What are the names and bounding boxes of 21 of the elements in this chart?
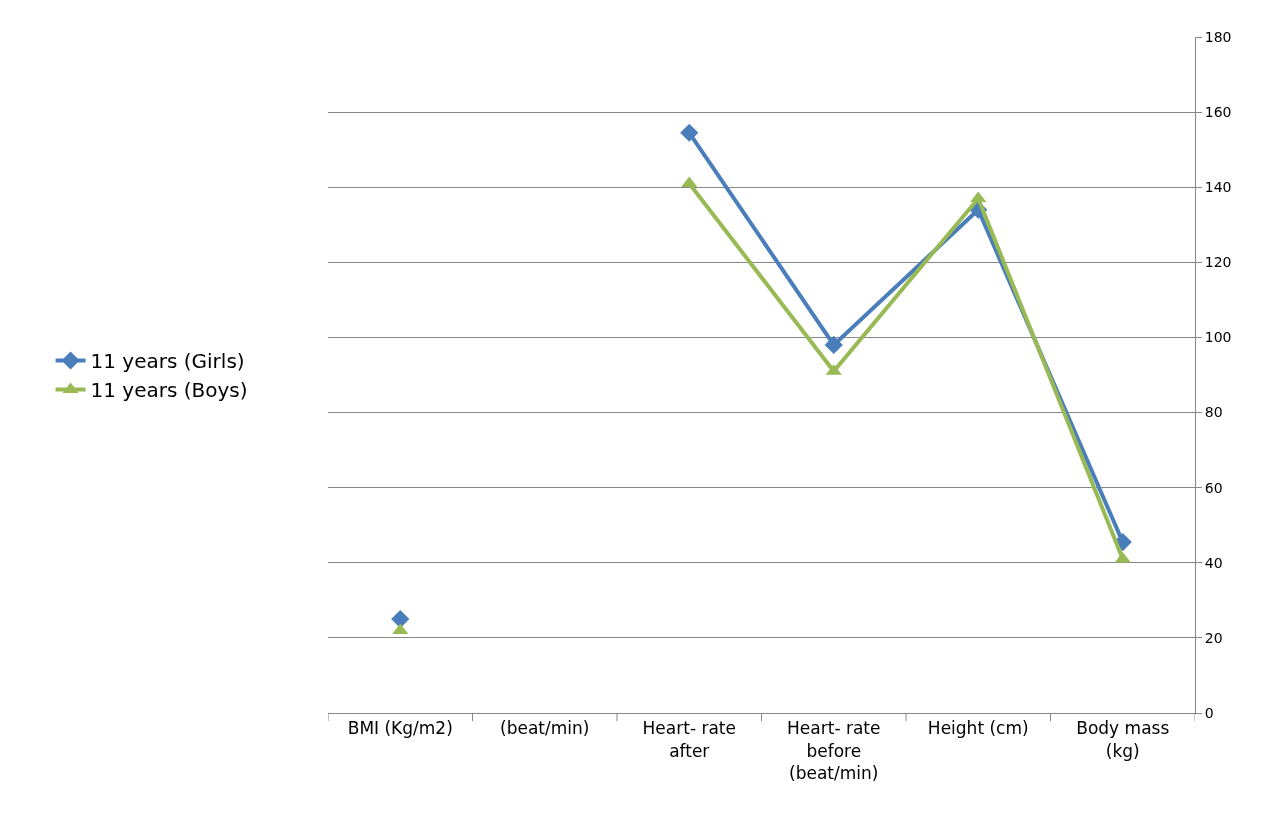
point: [824, 335, 843, 355]
point: [680, 123, 699, 142]
y-tick-label: 180: [1204, 28, 1232, 45]
y-tick-label: 120: [1204, 254, 1232, 271]
y-tick-label: 40: [1204, 554, 1223, 571]
point: [391, 610, 410, 629]
x-tick-label: BMI (Kg/m2): [347, 718, 453, 739]
y-tick-label: 160: [1204, 104, 1232, 121]
y-tick-label: 60: [1204, 479, 1223, 496]
legend-label: 11 years (Boys): [90, 378, 248, 403]
x-tick-label: Height (cm): [927, 718, 1029, 739]
y-tick-label: 20: [1204, 629, 1223, 646]
x-tick-label: Heart- rate after: [642, 718, 736, 761]
y-tick-label: 80: [1204, 404, 1223, 421]
x-tick-label: Body mass (kg): [1076, 718, 1170, 761]
x-tick-label: Heart- rate before (beat/min): [787, 718, 881, 783]
y-tick-label: 100: [1204, 329, 1232, 346]
y-tick-label: 0: [1204, 704, 1214, 721]
y-tick-label: 140: [1204, 179, 1232, 196]
x-tick-label: (beat/min): [500, 718, 590, 739]
legend-label: 11 years (Girls): [90, 349, 245, 374]
